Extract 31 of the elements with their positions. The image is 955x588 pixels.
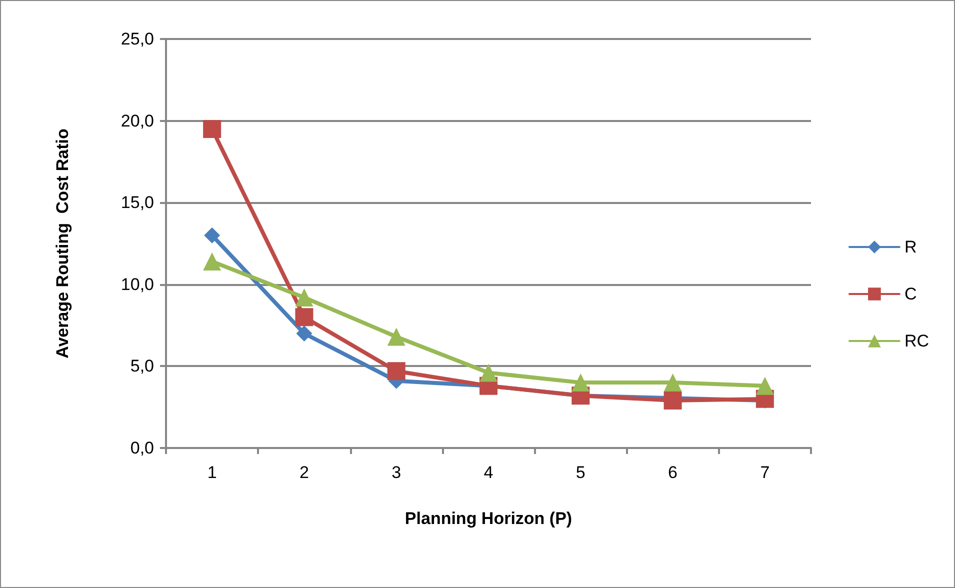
legend-label: R (904, 238, 917, 256)
y-tick-label: 10,0 (120, 274, 154, 294)
point (203, 120, 222, 138)
x-tick-label: 6 (668, 463, 678, 482)
point (664, 374, 682, 392)
x-tick-label: 3 (392, 463, 402, 482)
y-tick-label: 15,0 (120, 193, 154, 212)
point (295, 288, 314, 306)
x-axis-title: Planning Horizon (P) (404, 509, 572, 528)
y-axis-title: Average Routing Cost Ratio (53, 128, 72, 358)
x-tick-label: 1 (207, 463, 217, 482)
y-tick-label: 5,0 (130, 356, 154, 376)
x-tick-label: 4 (484, 463, 494, 482)
point (664, 392, 682, 410)
point (387, 328, 406, 346)
legend-label: C (904, 284, 917, 304)
point (756, 376, 774, 395)
point (572, 374, 590, 392)
legend-label: RC (904, 332, 930, 350)
point (480, 364, 498, 382)
point (387, 362, 406, 380)
y-tick-label: 20,0 (120, 111, 154, 130)
point (296, 325, 312, 342)
y-tick-label: 25,0 (120, 30, 154, 48)
x-tick-label: 2 (299, 463, 309, 482)
point (203, 252, 222, 270)
x-tick-label: 5 (576, 463, 586, 482)
point (295, 308, 314, 326)
y-tick-label: 0,0 (130, 438, 154, 458)
x-tick-label: 7 (760, 463, 770, 482)
point (204, 227, 220, 244)
